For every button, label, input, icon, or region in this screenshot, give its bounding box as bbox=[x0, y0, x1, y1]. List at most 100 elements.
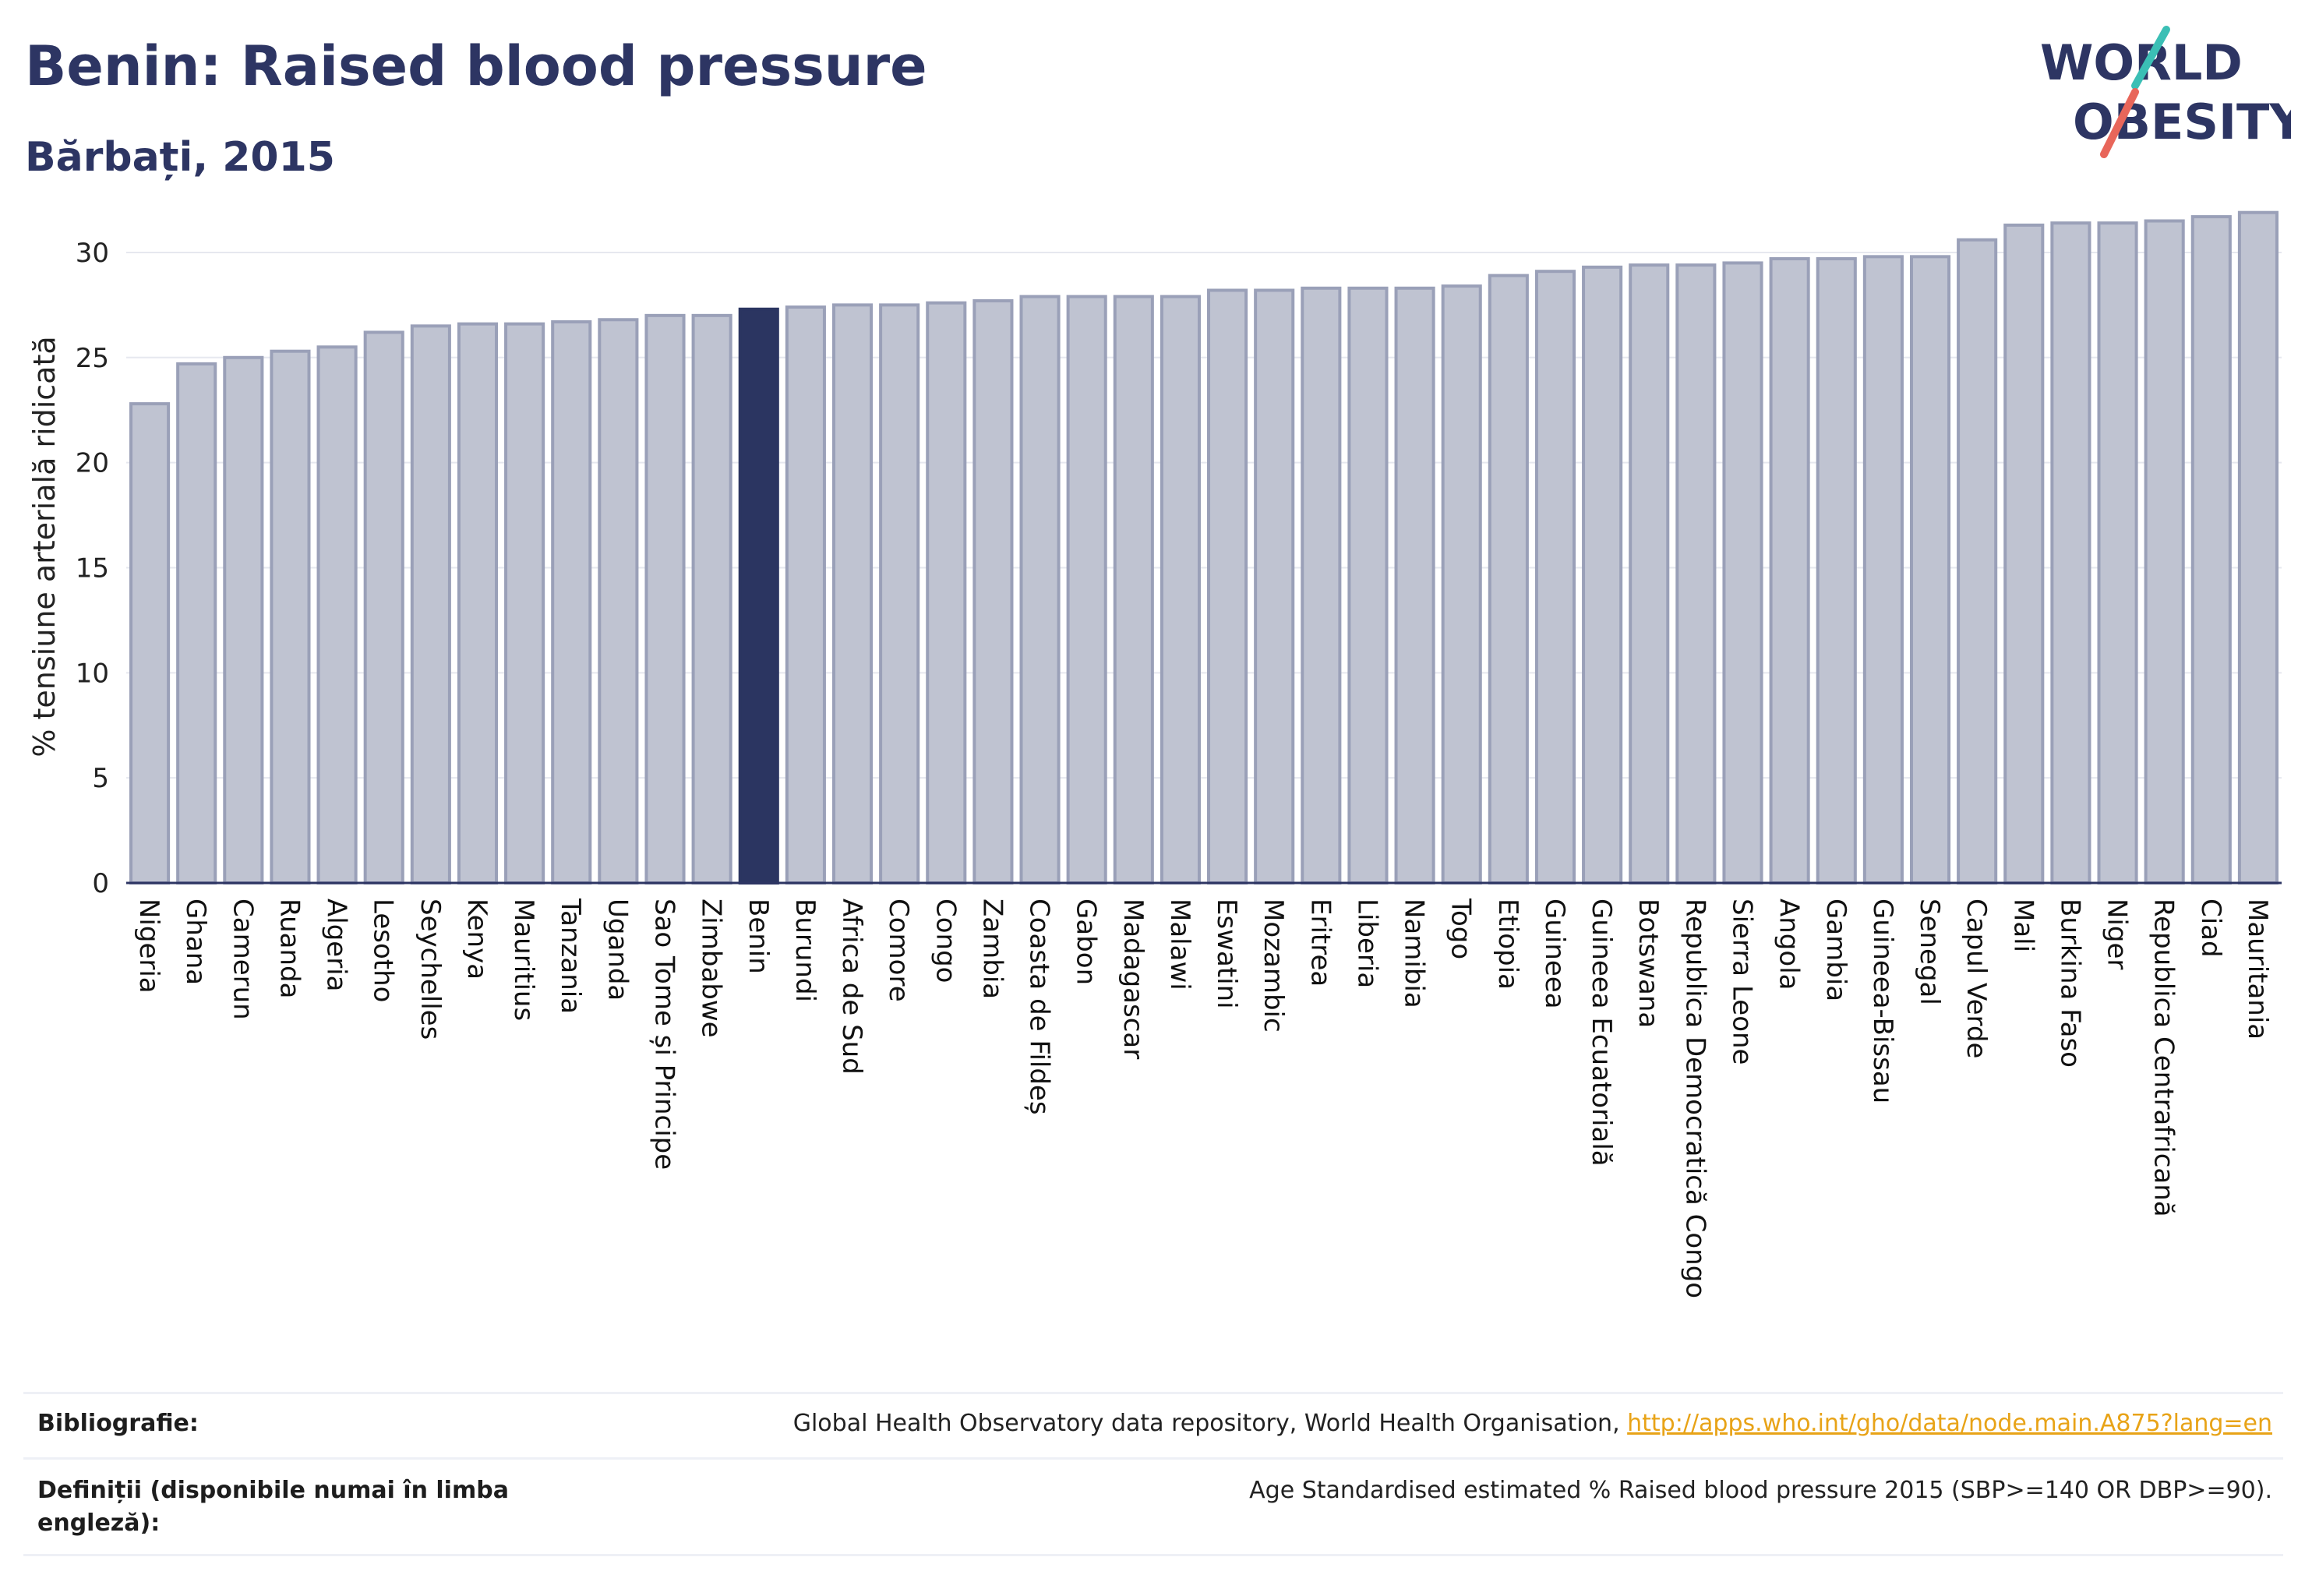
x-tick-label: Africa de Sud bbox=[836, 899, 867, 1075]
bar bbox=[1441, 284, 1482, 885]
x-tick-label: Ruanda bbox=[274, 899, 305, 998]
y-axis-label: % tensiune arterială ridicată bbox=[27, 336, 62, 757]
y-tick-label: 5 bbox=[92, 763, 109, 794]
y-tick-label: 30 bbox=[76, 238, 109, 269]
x-tick-label: Guineea Ecuatorială bbox=[1586, 899, 1617, 1167]
x-tick-label: Algeria bbox=[321, 899, 352, 991]
x-tick-label: Botswana bbox=[1633, 899, 1664, 1028]
x-tick-label: Benin bbox=[743, 899, 774, 974]
bar bbox=[2237, 210, 2279, 885]
bar bbox=[270, 349, 311, 885]
footer-divider-middle bbox=[23, 1457, 2283, 1460]
bar bbox=[223, 355, 264, 885]
bar-chart: 0 5 10 15 20 25 30 % tensiune arterială ridicat… bbox=[27, 210, 2282, 1298]
bar bbox=[598, 318, 639, 885]
x-tick-label: Namibia bbox=[1399, 899, 1430, 1008]
x-tick-label: Niger bbox=[2102, 899, 2133, 969]
x-tick-label: Eritrea bbox=[1304, 899, 1336, 987]
footer-divider-top bbox=[23, 1392, 2283, 1394]
bar bbox=[1957, 238, 1998, 885]
bibliography-link[interactable]: http://apps.who.int/gho/data/node.main.A… bbox=[1627, 1410, 2272, 1437]
x-tick-label: Mauritania bbox=[2242, 899, 2273, 1040]
x-tick-label: Togo bbox=[1445, 898, 1477, 959]
bibliography-text: Global Health Observatory data repositor… bbox=[792, 1410, 1628, 1437]
bar bbox=[1816, 257, 1857, 885]
bar bbox=[1582, 265, 1623, 885]
x-tick-label: Mauritius bbox=[508, 899, 539, 1021]
definitions-value: Age Standardised estimated % Raised bloo… bbox=[1249, 1477, 2272, 1504]
x-tick-label: Congo bbox=[930, 899, 961, 983]
y-tick-label: 0 bbox=[92, 868, 109, 899]
bar bbox=[1722, 261, 1763, 885]
x-tick-label: Etiopia bbox=[1492, 899, 1523, 990]
x-tick-label: Coasta de Fildeș bbox=[1024, 899, 1055, 1115]
bar bbox=[644, 313, 686, 885]
world-obesity-logo: WORLD OBESITY bbox=[2040, 26, 2291, 158]
bar bbox=[738, 307, 779, 885]
bar bbox=[316, 345, 358, 885]
bar bbox=[1019, 295, 1061, 885]
x-tick-label: Burkina Faso bbox=[2054, 899, 2085, 1068]
bibliography-label: Bibliografie: bbox=[37, 1410, 199, 1437]
bar bbox=[2003, 223, 2045, 885]
bar bbox=[1254, 288, 1295, 885]
bar bbox=[129, 402, 171, 885]
bibliography-value: Global Health Observatory data repositor… bbox=[793, 1407, 2272, 1440]
x-tick-label: Gabon bbox=[1071, 899, 1102, 985]
bar bbox=[1301, 286, 1342, 885]
logo-slash-teal bbox=[2131, 26, 2170, 90]
bar bbox=[1629, 263, 1670, 885]
x-tick-label: Uganda bbox=[602, 899, 633, 1001]
x-tick-label: Senegal bbox=[1914, 899, 1945, 1005]
x-tick-label: Sao Tome și Principe bbox=[649, 899, 680, 1170]
x-tick-label: Angola bbox=[1774, 899, 1805, 990]
bar bbox=[410, 324, 451, 885]
bar bbox=[2097, 221, 2138, 885]
x-tick-label: Comore bbox=[883, 899, 914, 1002]
bar bbox=[1909, 255, 1951, 885]
bar bbox=[785, 305, 826, 885]
x-tick-label: Guineea-Bissau bbox=[1867, 899, 1898, 1103]
x-tick-label: Camerun bbox=[227, 899, 258, 1020]
x-tick-label: Tanzania bbox=[555, 898, 586, 1014]
bar bbox=[1207, 288, 1248, 885]
x-tick-label: Ghana bbox=[180, 899, 211, 985]
x-tick-label: Zambia bbox=[976, 899, 1008, 999]
x-tick-label: Guineea bbox=[1539, 899, 1570, 1009]
x-tick-label: Mali bbox=[2007, 899, 2038, 952]
y-tick-label: 15 bbox=[76, 553, 109, 584]
bar bbox=[879, 303, 920, 885]
bar bbox=[457, 322, 499, 885]
x-tick-label: Republica Centrafricană bbox=[2148, 899, 2180, 1217]
x-tick-label: Sierra Leone bbox=[1727, 899, 1758, 1065]
y-tick-label: 20 bbox=[76, 448, 109, 479]
bar bbox=[2190, 215, 2232, 885]
x-tick-label: Madagascar bbox=[1117, 899, 1149, 1059]
x-tick-label: Liberia bbox=[1351, 899, 1382, 988]
bar bbox=[1347, 286, 1389, 885]
bar bbox=[1534, 270, 1576, 885]
bar bbox=[551, 320, 592, 885]
x-tick-label: Seychelles bbox=[415, 899, 446, 1040]
bar bbox=[1113, 295, 1154, 885]
x-tick-label: Republica Democratică Congo bbox=[1679, 899, 1710, 1298]
x-tick-label: Eswatini bbox=[1211, 899, 1242, 1009]
bar bbox=[1675, 263, 1717, 885]
bar bbox=[504, 322, 545, 885]
x-tick-label: Kenya bbox=[461, 899, 492, 980]
bar bbox=[831, 303, 874, 885]
x-tick-label: Ciad bbox=[2195, 899, 2226, 958]
bar bbox=[1394, 286, 1435, 885]
x-tick-label: Zimbabwe bbox=[696, 899, 727, 1038]
x-tick-label: Lesotho bbox=[368, 899, 399, 1002]
bar bbox=[1160, 295, 1201, 885]
bar bbox=[1488, 274, 1529, 885]
footer-divider-bottom bbox=[23, 1554, 2283, 1556]
bibliography-row: Bibliografie: Global Health Observatory … bbox=[23, 1407, 2283, 1454]
bar bbox=[176, 362, 217, 885]
bar bbox=[1862, 255, 1904, 885]
y-tick-label: 10 bbox=[76, 658, 109, 689]
bar bbox=[2050, 221, 2091, 885]
page-subtitle: Bărbați, 2015 bbox=[25, 134, 335, 181]
bar bbox=[2144, 219, 2185, 885]
